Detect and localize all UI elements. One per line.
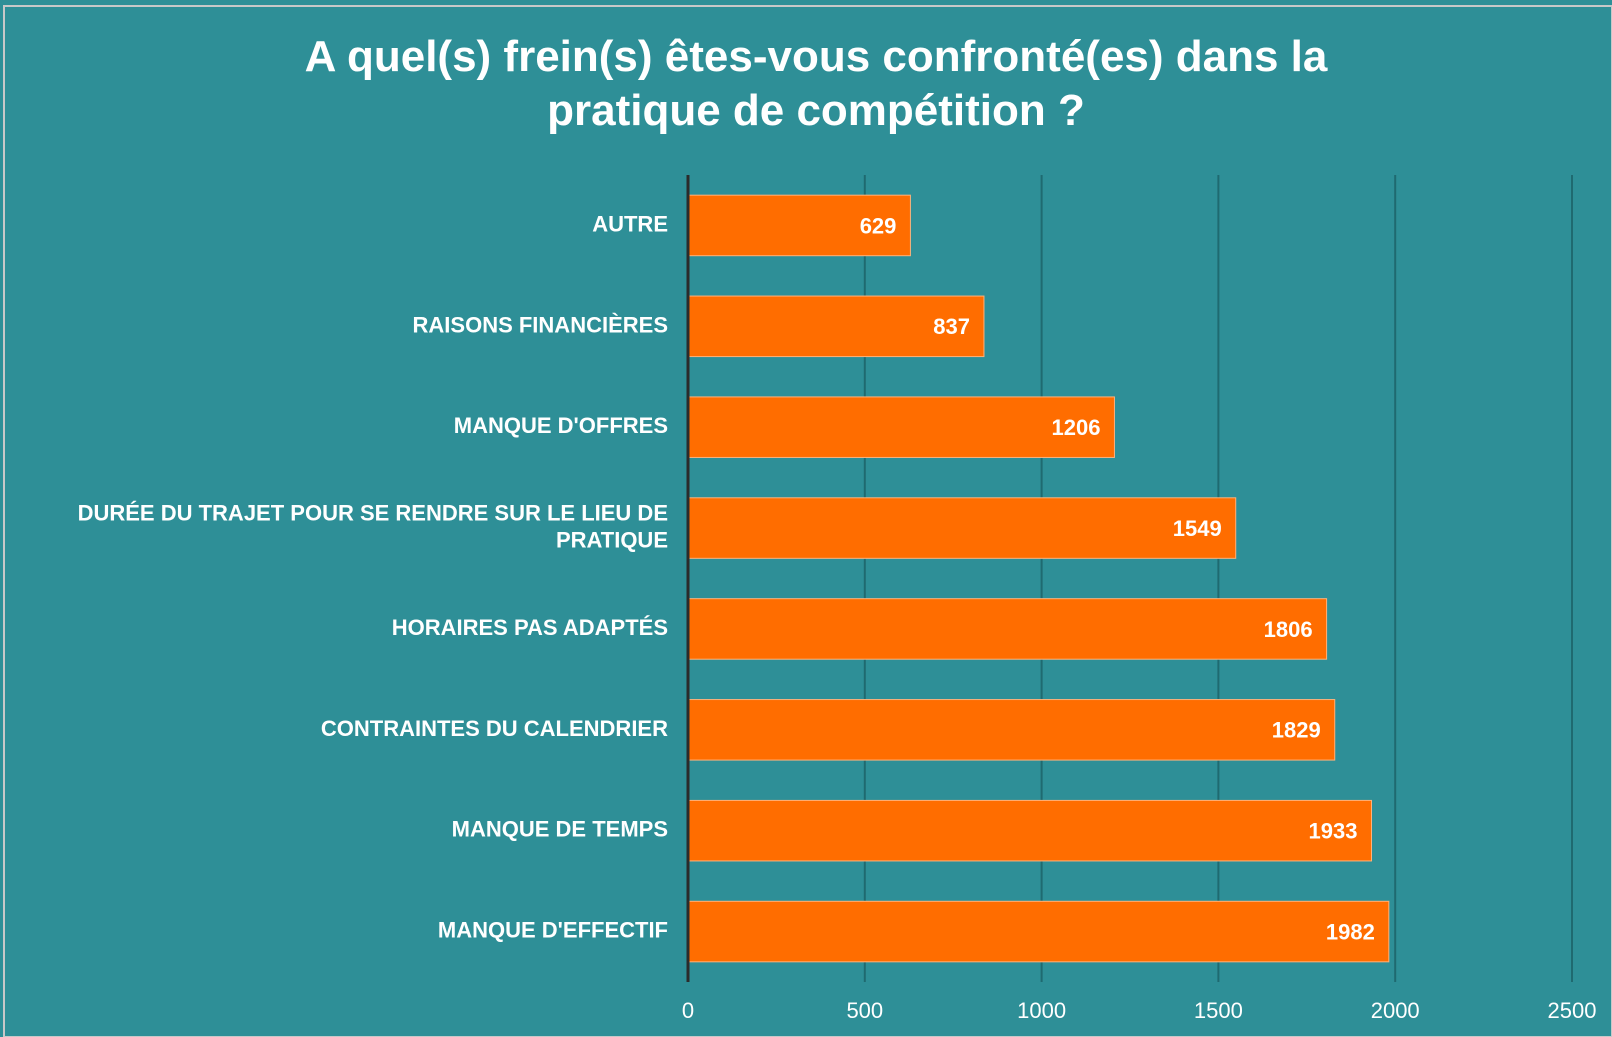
value-label: 1829 [1272, 718, 1321, 743]
bar [687, 295, 985, 358]
value-label: 837 [933, 314, 970, 339]
value-label: 1982 [1326, 919, 1375, 944]
bar [687, 598, 1328, 660]
value-label: 1549 [1173, 516, 1222, 541]
bar [687, 396, 1115, 458]
x-tick-label: 1500 [1194, 998, 1243, 1023]
value-label: 1206 [1051, 415, 1100, 440]
frame [3, 5, 1612, 1037]
y-tick-label: AUTRE [592, 211, 668, 236]
y-tick-label: MANQUE DE TEMPS [452, 817, 668, 842]
y-tick-label: CONTRAINTES DU CALENDRIER [321, 716, 668, 741]
x-tick-label: 2500 [1548, 998, 1597, 1023]
y-tick-label: MANQUE D'OFFRES [454, 413, 668, 438]
bar [687, 699, 1336, 761]
y-tick-label: HORAIRES PAS ADAPTÉS [392, 615, 668, 640]
y-tick-label: MANQUE D'EFFECTIF [438, 917, 668, 942]
value-label: 1933 [1309, 819, 1358, 844]
value-label: 1806 [1264, 617, 1313, 642]
x-tick-label: 0 [682, 998, 694, 1023]
value-label: 629 [860, 213, 897, 238]
chart-title: A quel(s) frein(s) êtes-vous confronté(e… [305, 32, 1328, 135]
bar [687, 799, 1373, 862]
x-tick-label: 500 [846, 998, 883, 1023]
y-tick-label: RAISONS FINANCIÈRES [413, 312, 668, 337]
bar [687, 194, 911, 257]
x-tick-label: 2000 [1371, 998, 1420, 1023]
x-tick-label: 1000 [1017, 998, 1066, 1023]
bar [687, 900, 1390, 963]
bar [687, 497, 1237, 559]
y-tick-label: DURÉE DU TRAJET POUR SE RENDRE SUR LE LI… [78, 500, 668, 552]
